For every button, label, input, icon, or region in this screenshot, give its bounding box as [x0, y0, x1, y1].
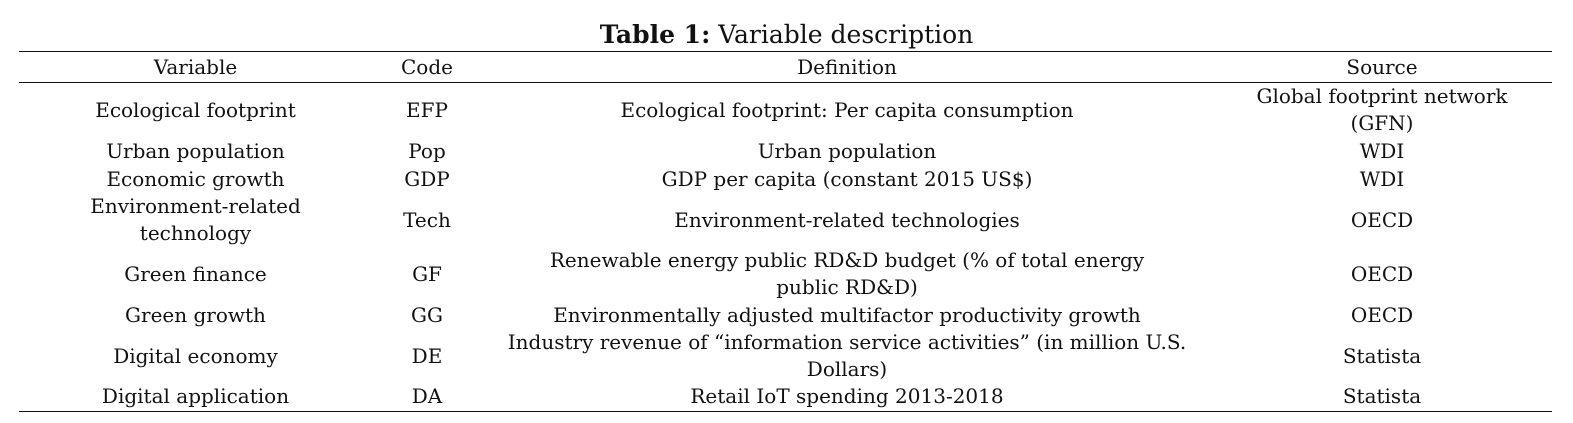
cell-source: OECD: [1350, 302, 1414, 327]
cell-definition: Ecological footprint: Per capita consump…: [620, 97, 1074, 122]
cell-variable: Ecological footprint: [95, 97, 296, 122]
cell-definition: Retail IoT spending 2013-2018: [690, 384, 1004, 409]
table-row: Urban population Pop Urban population WD…: [19, 137, 1552, 165]
cell-definition: Environment-related technologies: [674, 207, 1020, 232]
table-row: Digital economy DE Industry revenue of “…: [19, 329, 1552, 383]
cell-code: Tech: [403, 207, 451, 232]
table-row: Green growth GG Environmentally adjusted…: [19, 301, 1552, 329]
cell-definition: Industry revenue of “information service…: [507, 330, 1187, 381]
cell-source: OECD: [1350, 207, 1414, 232]
table-row: Environment-related technology Tech Envi…: [19, 193, 1552, 247]
table-row: Digital application DA Retail IoT spendi…: [19, 383, 1552, 411]
cell-definition: Renewable energy public RD&D budget (% o…: [549, 248, 1145, 299]
cell-variable: Green growth: [125, 302, 266, 327]
cell-source: OECD: [1350, 261, 1414, 286]
cell-variable: Green finance: [124, 261, 267, 286]
table-row: Green finance GF Renewable energy public…: [19, 247, 1552, 301]
variable-description-table: Variable Code Definition Source Ecologic…: [19, 51, 1552, 412]
header-definition: Definition: [797, 54, 897, 79]
caption-text: Variable description: [710, 20, 974, 49]
cell-code: Pop: [408, 138, 446, 163]
cell-source: Global footprint network (GFN): [1256, 84, 1508, 135]
cell-code: DA: [411, 384, 443, 409]
header-variable: Variable: [153, 54, 238, 79]
header-row: Variable Code Definition Source: [19, 51, 1552, 83]
cell-code: GF: [412, 261, 442, 286]
cell-code: GDP: [404, 166, 450, 191]
caption-label: Table 1:: [599, 20, 711, 49]
cell-variable: Environment-related technology: [90, 194, 301, 245]
cell-code: GG: [411, 302, 443, 327]
cell-code: DE: [411, 343, 443, 368]
cell-source: Statista: [1342, 384, 1422, 409]
table-row: Ecological footprint EFP Ecological foot…: [19, 83, 1552, 138]
cell-definition: Environmentally adjusted multifactor pro…: [553, 302, 1141, 327]
header-source: Source: [1346, 54, 1418, 79]
cell-variable: Urban population: [106, 138, 285, 163]
cell-definition: GDP per capita (constant 2015 US$): [661, 166, 1033, 191]
header-code: Code: [401, 54, 453, 79]
cell-definition: Urban population: [757, 138, 937, 163]
table-caption: Table 1: Variable description: [0, 19, 1573, 51]
cell-source: WDI: [1359, 166, 1405, 191]
cell-source: WDI: [1359, 138, 1405, 163]
cell-source: Statista: [1342, 343, 1422, 368]
table-row: Economic growth GDP GDP per capita (cons…: [19, 165, 1552, 193]
cell-variable: Economic growth: [106, 166, 285, 191]
cell-variable: Digital application: [101, 384, 290, 409]
cell-variable: Digital economy: [113, 343, 278, 368]
cell-code: EFP: [406, 97, 448, 122]
